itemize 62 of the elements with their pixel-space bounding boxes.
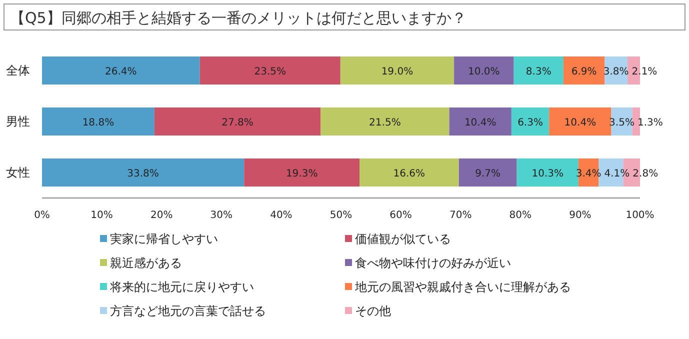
x-tick-label: 50% bbox=[330, 210, 352, 221]
data-label: 1.3% bbox=[637, 118, 663, 128]
bar bbox=[449, 107, 512, 136]
bar bbox=[549, 107, 612, 136]
bar bbox=[511, 107, 550, 136]
legend-label: 価値観が似ている bbox=[355, 232, 451, 246]
data-label: 21.5% bbox=[369, 118, 401, 128]
data-label: 2.1% bbox=[632, 66, 658, 78]
x-tick-label: 20% bbox=[150, 210, 173, 221]
legend-label: 食べ物や味付けの好みが近い bbox=[355, 256, 511, 270]
bar bbox=[514, 56, 564, 85]
x-tick-label: 80% bbox=[509, 210, 532, 221]
x-tick-label: 10% bbox=[90, 210, 113, 221]
x-tick-label: 100% bbox=[626, 210, 654, 221]
data-label: 10.4% bbox=[464, 118, 496, 128]
data-label: 33.8% bbox=[127, 168, 159, 180]
data-label: 8.3% bbox=[526, 66, 552, 78]
bar bbox=[244, 158, 360, 187]
y-tick-label: 全体 bbox=[6, 64, 30, 78]
x-tick-label: 0% bbox=[34, 210, 50, 221]
data-label: 6.9% bbox=[571, 66, 597, 78]
data-label: 18.8% bbox=[82, 118, 114, 128]
legend-label: その他 bbox=[355, 304, 391, 318]
data-label: 2.8% bbox=[632, 168, 658, 180]
bar bbox=[632, 107, 640, 136]
x-tick-label: 70% bbox=[449, 210, 472, 221]
bar bbox=[42, 56, 200, 85]
x-tick-label: 90% bbox=[569, 210, 592, 221]
data-label: 6.3% bbox=[518, 118, 543, 128]
y-tick-label: 男性 bbox=[6, 114, 30, 128]
x-tick-label: 60% bbox=[390, 210, 412, 221]
data-label: 10.4% bbox=[564, 118, 596, 128]
legend-label: 将来的に地元に戻りやすい bbox=[109, 280, 254, 294]
bar bbox=[454, 56, 514, 85]
x-tick-label: 40% bbox=[270, 210, 292, 221]
data-label: 16.6% bbox=[393, 168, 426, 180]
legend-label: 実家に帰省しやすい bbox=[110, 232, 218, 246]
legend-label: 地元の風習や親戚付き合いに理解がある bbox=[354, 280, 571, 294]
legend-label: 親近感がある bbox=[110, 256, 182, 270]
data-label: 26.4% bbox=[105, 66, 137, 78]
bar bbox=[154, 107, 321, 136]
chart-title: 【Q5】同郷の相手と結婚する一番のメリットは何だと思いますか？ bbox=[10, 9, 466, 27]
y-tick-label: 女性 bbox=[6, 166, 30, 180]
bar bbox=[563, 56, 605, 85]
bar bbox=[42, 158, 244, 187]
data-label: 23.5% bbox=[254, 66, 286, 78]
data-label: 4.1% bbox=[604, 168, 630, 180]
x-tick-label: 30% bbox=[210, 210, 233, 221]
data-label: 10.3% bbox=[532, 168, 564, 180]
bar bbox=[320, 107, 450, 136]
data-label: 9.7% bbox=[475, 168, 501, 180]
legend-label: 方言など地元の言葉で話せる bbox=[110, 304, 266, 318]
bar bbox=[360, 158, 459, 187]
bar bbox=[458, 158, 517, 187]
bar bbox=[200, 56, 340, 85]
data-label: 19.0% bbox=[381, 66, 414, 78]
data-label: 27.8% bbox=[222, 118, 254, 128]
data-label: 10.0% bbox=[468, 66, 500, 78]
bar bbox=[340, 56, 454, 85]
bar bbox=[42, 107, 154, 136]
data-label: 19.3% bbox=[286, 168, 318, 180]
bar bbox=[516, 158, 578, 187]
